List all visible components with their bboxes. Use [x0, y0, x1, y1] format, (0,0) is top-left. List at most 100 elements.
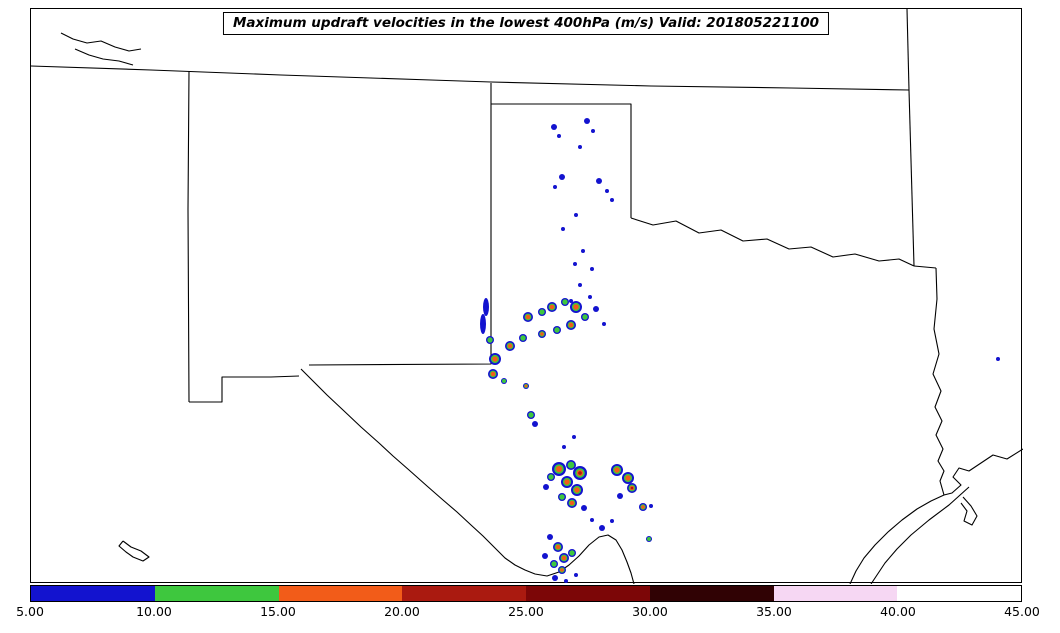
colorbar-segment-40-45 [897, 586, 1021, 601]
storm-cell-level-1 [573, 262, 577, 266]
colorbar-segment-25-30 [526, 586, 650, 601]
storm-cell-level-1 [552, 575, 558, 581]
storm-cell-level-1 [543, 484, 549, 490]
storm-cell-level-1 [996, 357, 1000, 361]
outline-colorado-river-2 [74, 48, 134, 66]
storm-cell-level-4 [578, 471, 582, 475]
storm-cell-level-2 [647, 537, 651, 541]
storm-cell-level-1 [562, 445, 566, 449]
storm-cell-level-1 [574, 573, 578, 577]
storm-cell-level-1 [593, 306, 599, 312]
outline-rio-grande [300, 368, 635, 584]
storm-cell-level-1 [483, 298, 489, 316]
storm-cell-level-1 [561, 227, 565, 231]
storm-cell-level-2 [554, 327, 560, 333]
colorbar-tick-label: 35.00 [756, 604, 792, 619]
outline-mexico-lake [118, 540, 150, 562]
storm-cell-level-2 [502, 379, 506, 383]
storm-cell-level-1 [588, 295, 592, 299]
storm-cell-level-1 [553, 185, 557, 189]
storm-cell-level-1 [591, 129, 595, 133]
storm-cell-level-2 [539, 309, 545, 315]
storm-cell-level-1 [590, 267, 594, 271]
storm-cell-level-3 [641, 505, 645, 509]
storm-cell-level-3 [555, 465, 563, 473]
storm-cell-level-1 [599, 525, 605, 531]
colorbar-segment-10-15 [154, 586, 279, 601]
colorbar-tick-label: 45.00 [1004, 604, 1040, 619]
outline-nm-bootheel-mexico [189, 375, 300, 403]
storm-cell-level-1 [532, 421, 538, 427]
storm-cell-level-1 [551, 124, 557, 130]
storm-cell-level-2 [520, 335, 526, 341]
storm-cell-level-1 [596, 178, 602, 184]
storm-cell-level-2 [548, 474, 554, 480]
storm-cell-level-3 [561, 555, 567, 561]
colorbar-tick-label: 5.00 [16, 604, 44, 619]
storm-cell-level-1 [480, 314, 486, 334]
outline-ok-panhandle-tx-border [491, 103, 632, 218]
storm-cell-level-1 [602, 322, 606, 326]
storm-cell-level-4 [630, 486, 634, 490]
storm-cell-level-2 [551, 561, 557, 567]
plot-title: Maximum updraft velocities in the lowest… [222, 12, 830, 35]
storm-cell-level-3 [525, 314, 531, 320]
outline-colorado-river-1 [60, 32, 142, 52]
storm-cell-level-3 [614, 467, 620, 473]
colorbar-segment-20-25 [402, 586, 526, 601]
storm-cell-level-1 [649, 504, 653, 508]
storm-cell-level-3 [549, 304, 555, 310]
storm-cell-level-1 [547, 534, 553, 540]
storm-cell-level-1 [581, 505, 587, 511]
outline-ok-ar-border [908, 89, 915, 267]
map-svg [31, 9, 1023, 584]
storm-cell-level-3 [490, 371, 496, 377]
storm-cell-level-1 [564, 579, 568, 583]
storm-cell-level-1 [581, 249, 585, 253]
storm-cell-level-1 [584, 118, 590, 124]
storm-cell-level-3 [555, 544, 561, 550]
colorbar-segment-15-20 [278, 586, 403, 601]
storm-cell-level-3 [573, 304, 579, 310]
storm-cell-level-1 [590, 518, 594, 522]
storm-cell-level-1 [569, 299, 573, 303]
storm-cell-level-1 [617, 493, 623, 499]
storm-cell-level-1 [605, 189, 609, 193]
storm-cell-level-3 [492, 356, 498, 362]
outline-red-river [630, 217, 915, 267]
storm-cell-level-3 [507, 343, 513, 349]
storm-cell-level-1 [610, 198, 614, 202]
storm-cell-level-2 [569, 550, 575, 556]
outline-nm-az-border [187, 70, 190, 403]
colorbar-tick-label: 15.00 [260, 604, 296, 619]
storm-cell-level-2 [562, 299, 568, 305]
storm-cell-level-2 [528, 412, 534, 418]
storm-cell-level-1 [559, 174, 565, 180]
outline-galveston-bay [960, 496, 978, 526]
storm-cell-level-1 [574, 213, 578, 217]
storm-cell-level-3 [625, 475, 631, 481]
colorbar [30, 585, 1022, 602]
storm-cell-level-3 [564, 479, 570, 485]
colorbar-tick-label: 20.00 [384, 604, 420, 619]
colorbar-segment-30-35 [649, 586, 774, 601]
colorbar-tick-label: 30.00 [632, 604, 668, 619]
storm-cell-level-1 [578, 283, 582, 287]
storm-cell-level-3 [568, 322, 574, 328]
storm-cell-level-3 [574, 487, 580, 493]
storm-cell-level-2 [582, 314, 588, 320]
colorbar-tick-label: 25.00 [508, 604, 544, 619]
storm-cell-level-2 [567, 461, 575, 469]
storm-cell-level-1 [572, 435, 576, 439]
outline-barrier-islands [870, 486, 970, 584]
outline-tx-ar-border [913, 265, 937, 269]
outline-ks-mo-border [906, 9, 910, 91]
storm-cell-level-1 [542, 553, 548, 559]
storm-cell-level-1 [610, 519, 614, 523]
storm-cell-level-1 [557, 134, 561, 138]
outline-gulf-coastline [849, 448, 1023, 584]
outline-state-line-37N [31, 65, 910, 91]
storm-cell-level-3 [524, 384, 528, 388]
colorbar-tick-label: 10.00 [136, 604, 172, 619]
